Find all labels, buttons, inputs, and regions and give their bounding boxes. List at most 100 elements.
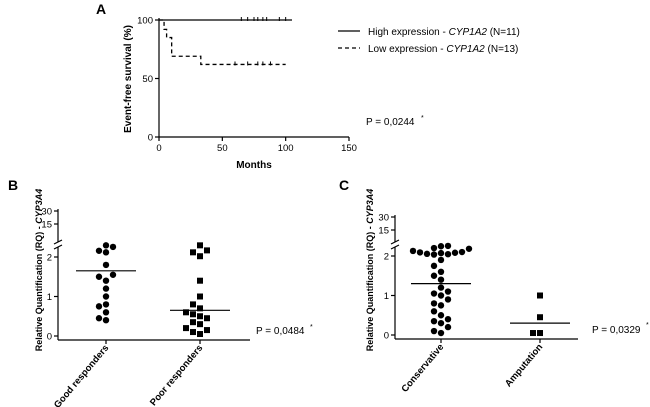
c-data-point [430, 244, 438, 252]
a-x-tick-label: 0 [156, 143, 161, 154]
c-y-tick-label: 0 [384, 331, 389, 342]
c-data-point [430, 272, 438, 279]
b-data-point [183, 325, 189, 332]
c-data-point [444, 323, 452, 331]
a-x-tick-label: 150 [341, 143, 357, 154]
c-data-point [451, 249, 459, 256]
a-y-tick-label: 0 [148, 133, 153, 144]
b-data-point [102, 285, 110, 292]
legend-low-label: Low expression - CYP1A2 (N=13) [368, 44, 518, 55]
c-data-point [537, 314, 543, 321]
b-data-point [204, 247, 210, 254]
b-plot-area [76, 242, 230, 338]
b-data-point [190, 301, 196, 308]
b-data-point [102, 261, 110, 269]
c-data-point [437, 256, 445, 264]
c-data-point [444, 288, 452, 295]
panel-a: A Event-free survival (%) Months 0 50 100 1… [96, 1, 520, 171]
b-data-point [197, 305, 203, 312]
panel-b: B Relative Quantification (RQ) - CYP3A4 … [8, 177, 313, 407]
b-data-point [190, 329, 196, 336]
c-data-point [437, 284, 445, 291]
c-data-point [437, 302, 445, 309]
c-data-point [437, 292, 445, 299]
b-data-point [204, 327, 210, 334]
c-data-point [430, 308, 438, 315]
b-data-point [102, 301, 110, 308]
c-data-point [437, 268, 445, 275]
c-data-point [437, 276, 445, 283]
b-y-axis-label: Relative Quantification (RQ) - CYP3A4 [34, 189, 44, 352]
c-y-tick-label: 30 [378, 213, 389, 224]
c-plot-area [409, 242, 570, 337]
b-data-point [190, 311, 196, 318]
a-y-tick-label: 50 [142, 74, 153, 85]
c-data-point [409, 247, 417, 255]
b-data-point [109, 271, 117, 278]
c-y-tick-label: 1 [384, 291, 389, 302]
b-data-point [102, 242, 110, 249]
panel-b-label: B [8, 177, 18, 193]
b-data-point [190, 319, 196, 326]
c-data-point [530, 330, 536, 337]
b-y-tick-label: 1 [47, 292, 52, 303]
b-data-point [102, 277, 110, 284]
a-x-tick-label: 50 [217, 143, 228, 154]
c-data-point [423, 250, 431, 258]
b-significance-star: * [310, 324, 313, 331]
b-data-point [197, 313, 203, 320]
a-y-axis-label: Event-free survival (%) [123, 25, 134, 133]
b-data-point [109, 243, 117, 251]
low-expression-curve [159, 19, 286, 66]
a-x-tick-label: 100 [278, 143, 294, 154]
b-p-value: P = 0,0484 [256, 326, 305, 337]
b-data-point [197, 277, 203, 284]
b-x-tick-label: Good responders [52, 343, 111, 407]
b-data-point [204, 315, 210, 322]
b-y-tick-label: 30 [41, 207, 52, 218]
c-x-tick-label: Conservative [400, 342, 447, 395]
c-p-value: P = 0,0329 [592, 325, 641, 336]
c-y-tick-label: 15 [378, 226, 389, 237]
c-data-point [430, 300, 438, 307]
a-plot-area [159, 17, 292, 66]
b-data-point [190, 249, 196, 256]
b-data-point [102, 309, 110, 316]
b-data-point [95, 247, 103, 254]
a-p-value: P = 0,0244 [366, 117, 415, 128]
c-data-point [437, 329, 445, 337]
c-data-point [458, 248, 466, 256]
c-data-point [430, 251, 438, 258]
c-data-point [430, 290, 438, 297]
c-data-point [444, 296, 452, 303]
c-data-point [437, 243, 445, 250]
b-data-point [197, 253, 203, 260]
b-data-point [197, 242, 203, 249]
a-legend: High expression - CYP1A2 (N=11) Low expr… [338, 27, 520, 55]
a-significance-star: * [421, 115, 424, 122]
c-y-tick-label: 2 [384, 252, 389, 263]
panel-c-label: C [339, 177, 349, 193]
b-data-point [183, 309, 189, 316]
b-x-tick-label: Poor responders [148, 343, 205, 407]
c-data-point [537, 292, 543, 299]
a-x-axis-label: Months [236, 160, 272, 171]
c-data-point [437, 312, 445, 319]
c-data-point [416, 249, 424, 256]
b-data-point [102, 249, 110, 256]
b-y-tick-label: 15 [41, 220, 52, 231]
panel-c: C Relative Quantification (RQ) - CYP3A4 … [339, 177, 649, 395]
legend-high-label: High expression - CYP1A2 (N=11) [368, 27, 520, 38]
b-axes: 0 1 2 15 30 Good responders Poor responders [41, 207, 250, 407]
c-data-point [465, 245, 473, 252]
c-axis-break [390, 244, 400, 250]
b-y-tick-label: 0 [47, 332, 52, 343]
b-data-point [197, 321, 203, 328]
b-data-point [95, 315, 103, 322]
b-data-point [197, 293, 203, 300]
c-data-point [430, 327, 438, 335]
b-data-point [102, 317, 110, 324]
c-significance-star: * [646, 322, 649, 329]
c-x-tick-label: Amputation [503, 342, 545, 390]
